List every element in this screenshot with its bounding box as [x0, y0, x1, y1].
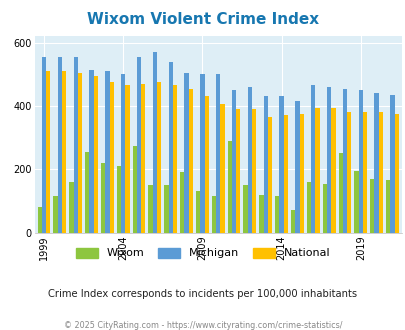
- Bar: [211, 196, 215, 233]
- Bar: [378, 112, 382, 233]
- Bar: [358, 90, 362, 233]
- Text: © 2025 CityRating.com - https://www.cityrating.com/crime-statistics/: © 2025 CityRating.com - https://www.city…: [64, 321, 341, 330]
- Bar: [275, 196, 279, 233]
- Bar: [38, 207, 42, 233]
- Bar: [346, 112, 350, 233]
- Bar: [326, 87, 330, 233]
- Bar: [101, 163, 105, 233]
- Bar: [220, 104, 224, 233]
- Bar: [252, 109, 256, 233]
- Bar: [342, 88, 346, 233]
- Bar: [215, 74, 220, 233]
- Bar: [310, 85, 315, 233]
- Bar: [231, 90, 236, 233]
- Bar: [279, 96, 283, 233]
- Bar: [196, 191, 200, 233]
- Bar: [204, 96, 208, 233]
- Bar: [152, 52, 157, 233]
- Bar: [164, 185, 168, 233]
- Bar: [389, 95, 394, 233]
- Bar: [136, 57, 141, 233]
- Text: Crime Index corresponds to incidents per 100,000 inhabitants: Crime Index corresponds to incidents per…: [48, 289, 357, 299]
- Bar: [369, 179, 373, 233]
- Bar: [330, 108, 335, 233]
- Bar: [157, 82, 161, 233]
- Bar: [180, 173, 184, 233]
- Bar: [69, 182, 73, 233]
- Bar: [315, 108, 319, 233]
- Bar: [105, 71, 109, 233]
- Bar: [73, 57, 78, 233]
- Bar: [294, 101, 299, 233]
- Bar: [184, 73, 188, 233]
- Bar: [62, 71, 66, 233]
- Bar: [121, 74, 125, 233]
- Bar: [89, 70, 94, 233]
- Text: Wixom Violent Crime Index: Wixom Violent Crime Index: [87, 12, 318, 26]
- Bar: [188, 88, 192, 233]
- Bar: [58, 57, 62, 233]
- Bar: [148, 185, 152, 233]
- Bar: [78, 73, 82, 233]
- Bar: [227, 141, 231, 233]
- Bar: [117, 166, 121, 233]
- Bar: [373, 93, 378, 233]
- Bar: [322, 183, 326, 233]
- Bar: [263, 96, 267, 233]
- Bar: [338, 153, 342, 233]
- Bar: [259, 195, 263, 233]
- Bar: [394, 114, 398, 233]
- Bar: [132, 146, 136, 233]
- Bar: [299, 114, 303, 233]
- Bar: [306, 182, 310, 233]
- Legend: Wixom, Michigan, National: Wixom, Michigan, National: [75, 248, 330, 258]
- Bar: [94, 76, 98, 233]
- Bar: [243, 185, 247, 233]
- Bar: [85, 152, 89, 233]
- Bar: [46, 71, 50, 233]
- Bar: [267, 117, 271, 233]
- Bar: [125, 85, 129, 233]
- Bar: [385, 181, 389, 233]
- Bar: [200, 74, 204, 233]
- Bar: [173, 85, 177, 233]
- Bar: [53, 196, 58, 233]
- Bar: [141, 84, 145, 233]
- Bar: [168, 62, 173, 233]
- Bar: [42, 57, 46, 233]
- Bar: [109, 82, 113, 233]
- Bar: [290, 211, 294, 233]
- Bar: [247, 87, 252, 233]
- Bar: [354, 171, 358, 233]
- Bar: [236, 109, 240, 233]
- Bar: [283, 115, 287, 233]
- Bar: [362, 112, 366, 233]
